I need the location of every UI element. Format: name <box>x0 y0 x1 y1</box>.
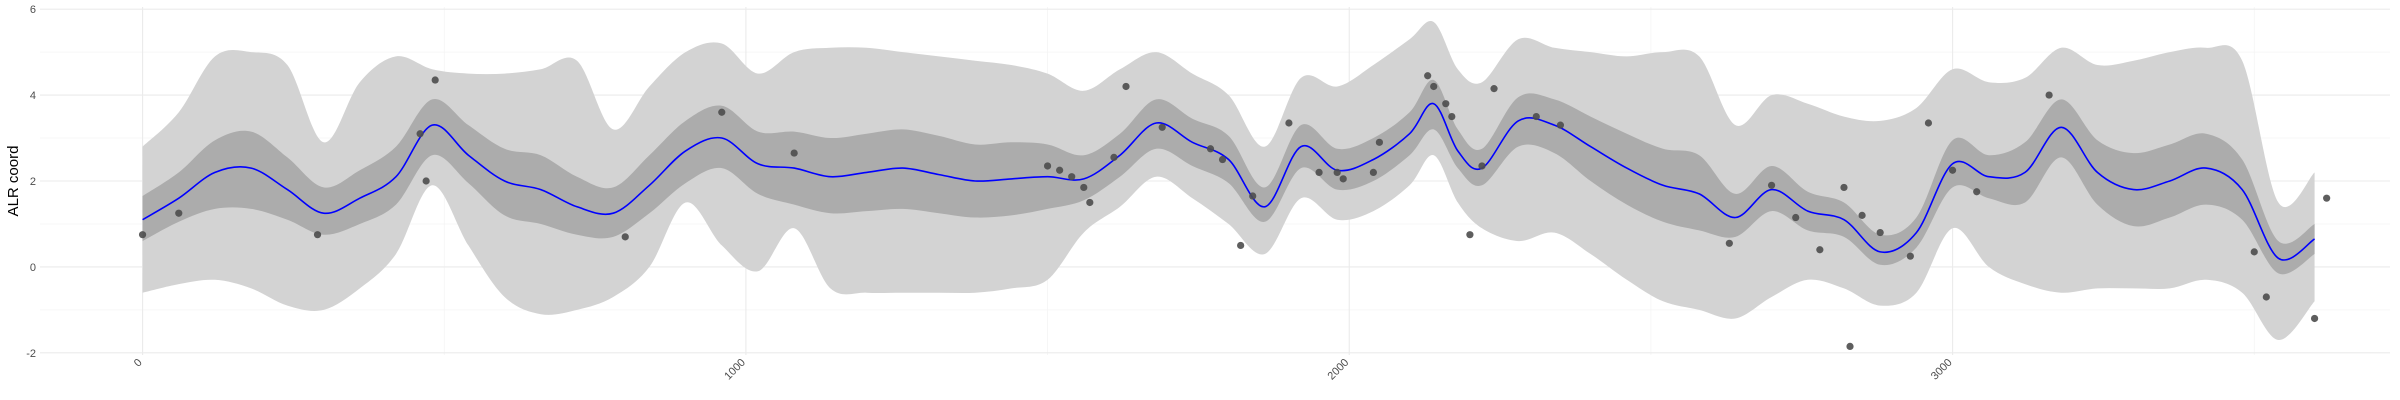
data-point <box>1906 252 1914 260</box>
y-axis-title: ALR coord <box>5 146 22 217</box>
data-point <box>1858 211 1866 219</box>
data-point <box>1375 138 1384 146</box>
data-point <box>1767 181 1776 189</box>
data-point <box>718 108 726 116</box>
x-tick-label: 3000 <box>1929 357 1955 383</box>
data-point <box>1158 123 1166 131</box>
data-point <box>1876 228 1884 237</box>
data-point <box>2262 293 2270 301</box>
data-point <box>2250 248 2258 256</box>
x-tick-label: 2000 <box>1326 357 1352 383</box>
data-point <box>2045 91 2053 99</box>
data-point <box>1080 183 1088 192</box>
y-tick-label: 2 <box>30 176 36 188</box>
data-point <box>2310 314 2319 323</box>
data-point <box>1339 175 1347 183</box>
data-point <box>790 149 798 157</box>
data-point <box>1792 213 1800 222</box>
data-point <box>1206 145 1215 153</box>
data-point <box>1466 231 1474 239</box>
data-point <box>1424 72 1432 80</box>
data-point <box>175 209 183 217</box>
data-point <box>138 231 147 239</box>
data-point <box>1973 188 1981 196</box>
mean-line-layer <box>142 102 2316 261</box>
data-point <box>621 233 629 241</box>
data-point <box>2323 194 2331 202</box>
data-point <box>1315 168 1323 177</box>
data-point <box>1122 82 1130 91</box>
data-point <box>1086 198 1094 207</box>
data-point <box>1218 155 1227 164</box>
data-point <box>1333 168 1341 177</box>
data-point <box>1725 239 1733 247</box>
y-tick-label: 4 <box>30 90 36 102</box>
data-point <box>422 177 430 185</box>
x-tick-label: 0 <box>132 357 145 370</box>
data-point <box>1846 342 1854 351</box>
data-point <box>1556 121 1565 129</box>
data-point <box>1237 241 1245 250</box>
data-point <box>431 76 439 84</box>
y-tick-label: 0 <box>30 262 36 274</box>
x-tick-label: 1000 <box>722 357 748 383</box>
data-point <box>1043 162 1052 170</box>
data-point <box>1924 119 1933 127</box>
data-point <box>1490 85 1498 93</box>
mean-line <box>142 102 2316 261</box>
data-point <box>1430 82 1438 91</box>
data-point <box>1816 246 1824 254</box>
inner-interval-layer <box>142 79 2315 275</box>
y-tick-label: -2 <box>26 348 36 360</box>
data-point <box>1840 183 1848 192</box>
observation-points <box>138 72 2331 351</box>
data-point <box>1056 166 1064 174</box>
data-point <box>1369 168 1377 177</box>
data-point <box>1249 192 1257 200</box>
data-point <box>1448 112 1456 121</box>
data-point <box>1068 173 1076 181</box>
data-point <box>1948 166 1957 174</box>
data-point <box>1478 162 1486 170</box>
data-point <box>1532 112 1540 121</box>
y-tick-label: 6 <box>30 4 36 16</box>
data-point <box>416 130 424 138</box>
inner-interval-band <box>142 79 2315 275</box>
data-point <box>1442 100 1450 108</box>
data-point <box>1285 119 1293 127</box>
data-point <box>1110 153 1118 161</box>
data-point <box>313 231 322 239</box>
